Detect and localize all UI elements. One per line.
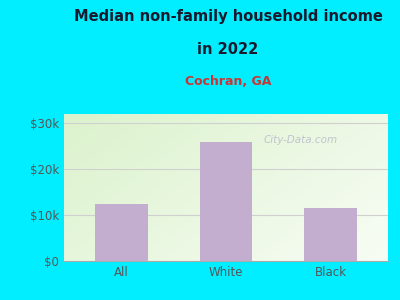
Bar xyxy=(200,142,252,261)
Text: City-Data.com: City-Data.com xyxy=(264,136,338,146)
Text: Cochran, GA: Cochran, GA xyxy=(185,75,271,88)
Text: in 2022: in 2022 xyxy=(197,42,259,57)
Bar xyxy=(304,208,357,261)
Text: Median non-family household income: Median non-family household income xyxy=(74,9,382,24)
Bar xyxy=(95,204,148,261)
